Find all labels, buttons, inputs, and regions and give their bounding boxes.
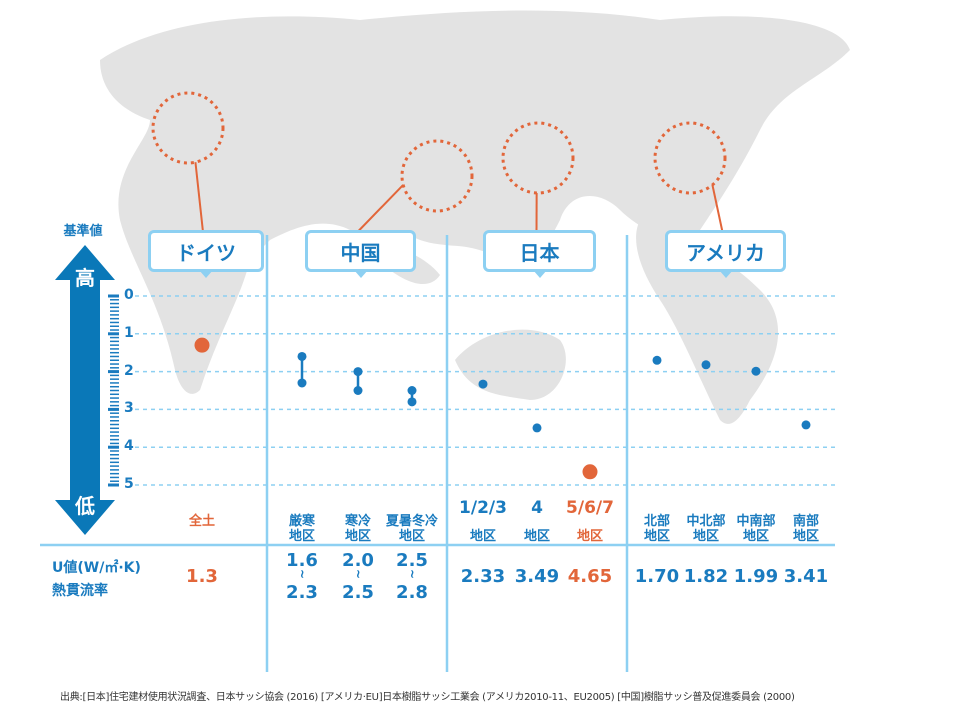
callout-line (194, 162, 204, 233)
category-label: 地区 (792, 529, 819, 544)
data-point (532, 423, 542, 433)
region-circle (400, 139, 474, 213)
value-label: 2.5 (396, 550, 428, 571)
category-label: 中南部 (736, 514, 776, 529)
value-label: 2.33 (460, 566, 506, 587)
axis-low-label: 低 (75, 494, 95, 518)
callout-line (711, 184, 724, 233)
callout-line (356, 184, 404, 233)
source-note: 出典:[日本]住宅建材使用状況調査、日本サッシ協会 (2016) [アメリカ·E… (60, 692, 795, 703)
country-label: 中国 (305, 230, 416, 278)
value-label: 3.49 (514, 566, 560, 587)
category-label: 地区 (742, 529, 769, 544)
value-label: 1.99 (733, 566, 779, 587)
value-label: 3.41 (783, 566, 829, 587)
double-arrow-icon (55, 245, 115, 535)
data-point (297, 378, 307, 388)
category-label: 地区 (523, 529, 550, 544)
value-label: 2.3 (286, 582, 318, 603)
data-point (353, 386, 363, 395)
region-circle (653, 121, 727, 195)
data-point (407, 386, 417, 395)
category-label: 地区 (398, 529, 425, 544)
data-point (701, 360, 711, 370)
y-tick-label: 1 (124, 324, 134, 341)
y-tick-label: 2 (124, 362, 134, 379)
axis-high-label: 高 (75, 266, 95, 290)
row-label: U値(W/㎡·K) (52, 560, 141, 576)
category-label: 寒冷 (344, 514, 371, 529)
region-circle (501, 121, 575, 195)
y-tick-label: 5 (124, 476, 134, 492)
value-label: 1.82 (683, 566, 729, 587)
category-label: 地区 (469, 529, 496, 544)
data-point (751, 366, 761, 376)
country-label: 日本 (483, 230, 596, 278)
y-tick-label: 0 (124, 287, 134, 303)
category-label: 地区 (643, 529, 670, 544)
data-point (478, 379, 488, 389)
data-point (194, 337, 210, 353)
row-label-sub: 熱貫流率 (52, 583, 108, 599)
y-axis-title: 基準値 (63, 224, 103, 239)
category-label: 地区 (288, 529, 315, 544)
country-label: ドイツ (148, 230, 264, 278)
value-label: 1.70 (634, 566, 680, 587)
y-tick-label: 4 (124, 438, 134, 455)
y-tick-label: 3 (124, 400, 134, 417)
data-point (652, 355, 662, 365)
data-point (353, 367, 363, 377)
data-point (407, 397, 417, 407)
category-label: 夏暑冬冷 (385, 514, 438, 529)
value-label: 2.5 (342, 582, 374, 603)
category-label: 4 (531, 498, 543, 518)
data-point (582, 464, 598, 480)
category-label: 地区 (692, 529, 719, 544)
category-label: 南部 (792, 514, 819, 529)
value-label: 1.3 (186, 566, 218, 587)
data-point (801, 420, 811, 430)
region-circle (151, 91, 225, 165)
value-label: 4.65 (567, 566, 613, 587)
value-label: 2.0 (342, 550, 374, 571)
category-label: 1/2/3 (459, 498, 507, 518)
category-label: 5/6/7 (566, 498, 614, 518)
category-label: 中北部 (686, 514, 726, 529)
value-label: 1.6 (286, 550, 318, 571)
category-label: 地区 (344, 529, 371, 544)
country-label: アメリカ (665, 230, 786, 278)
category-label: 地区 (576, 529, 603, 544)
category-label: 厳寒 (288, 514, 315, 529)
category-label: 全土 (188, 514, 215, 529)
category-label: 北部 (643, 514, 670, 529)
data-point (297, 351, 307, 361)
value-label: 2.8 (396, 582, 428, 603)
